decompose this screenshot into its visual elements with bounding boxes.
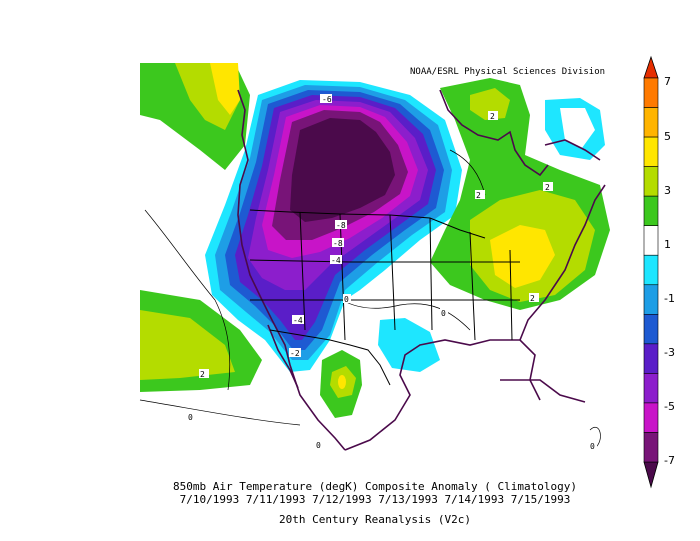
- contour-lines: [139, 149, 601, 449]
- contour-label: -2: [290, 349, 300, 358]
- colorbar-box: [643, 284, 659, 315]
- colorbar-box: [643, 77, 659, 108]
- contour-label: -6: [322, 95, 332, 104]
- colorbar-label: -5: [664, 400, 675, 413]
- contour-label: 0: [344, 295, 349, 304]
- colorbar-label: -3: [664, 346, 675, 359]
- colorbar-top-arrow: [643, 55, 659, 79]
- colorbar: 7 5 3 1 -1 -3 -5 -7: [643, 55, 675, 489]
- hudson-warm-core: [470, 88, 510, 120]
- political-boundaries: [249, 209, 520, 386]
- contour-label: -8: [336, 221, 346, 230]
- contour-label: 2: [530, 294, 535, 303]
- sw-pacific-warm-core: [140, 310, 235, 380]
- contour-label: 0: [316, 441, 321, 450]
- colorbar-box: [643, 343, 659, 374]
- contour-label: 0: [188, 413, 193, 422]
- gulf-cool-region: [378, 318, 440, 372]
- colorbar-label: 5: [664, 130, 671, 143]
- contour-label: 2: [476, 191, 481, 200]
- contour-label: 2: [200, 370, 205, 379]
- caption-title: 850mb Air Temperature (degK) Composite A…: [173, 480, 577, 493]
- east-coast-warm-peak: [490, 225, 555, 288]
- contour-label: 2: [490, 112, 495, 121]
- colorbar-box: [643, 314, 659, 345]
- colorbar-box: [643, 195, 659, 226]
- contour-label-group: -6 2 2 -8 -8 -4 0 -4 -2 0 2 0 0 2 2 0: [187, 94, 597, 451]
- coastlines: [237, 89, 606, 451]
- colorbar-label: 1: [664, 238, 671, 251]
- cold-anomaly-core: [290, 118, 395, 222]
- colorbar-label: -7: [664, 454, 675, 467]
- mexico-warm-peak: [338, 375, 346, 389]
- newfoundland-neutral: [560, 108, 595, 148]
- contour-label: 0: [441, 309, 446, 318]
- colorbar-box: [643, 373, 659, 404]
- colorbar-box: [643, 136, 659, 167]
- contour-label: 0: [590, 442, 595, 451]
- colorbar-box: [643, 166, 659, 197]
- contour-label: -4: [293, 316, 303, 325]
- colorbar-box: [643, 107, 659, 138]
- caption-dates: 7/10/1993 7/11/1993 7/12/1993 7/13/1993 …: [179, 493, 571, 506]
- colorbar-box: [643, 225, 659, 256]
- caption-dataset: 20th Century Reanalysis (V2c): [278, 513, 472, 526]
- colorbar-box: [643, 254, 659, 286]
- pacific-warm-peak: [210, 63, 240, 115]
- colorbar-box: [643, 432, 659, 463]
- colorbar-label: 3: [664, 184, 671, 197]
- colorbar-label: 7: [664, 75, 671, 88]
- colorbar-label: -1: [664, 292, 675, 305]
- contour-label: 2: [545, 183, 550, 192]
- colorbar-box: [643, 402, 659, 433]
- credit-text: NOAA/ESRL Physical Sciences Division: [410, 67, 606, 77]
- contour-label: -8: [333, 239, 343, 248]
- contour-label: -4: [331, 256, 341, 265]
